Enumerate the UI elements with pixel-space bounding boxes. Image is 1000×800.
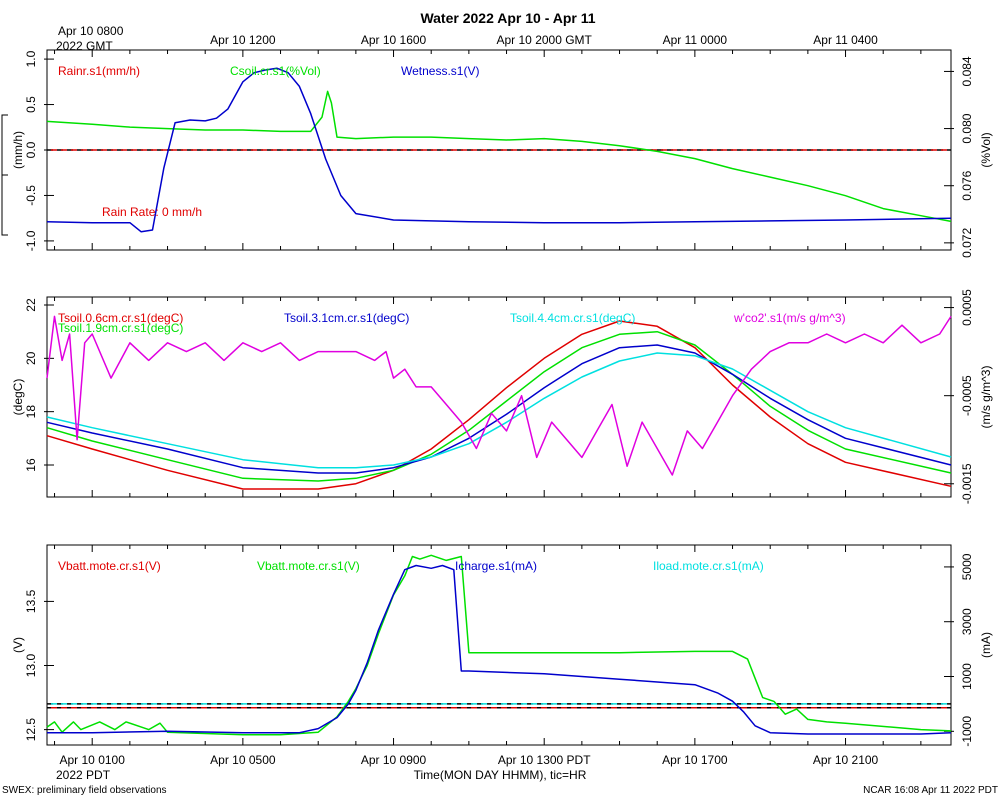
legend-label: Csoil.cr.s1(%Vol) [230,64,321,78]
legend-label: Icharge.s1(mA) [455,559,537,573]
left-y-tick-label: 0.5 [24,96,38,113]
legend-label: Tsoil.3.1cm.cr.s1(degC) [284,311,409,325]
left-y-tick-label: 13.0 [24,654,38,678]
top-axis-first-label-year: 2022 GMT [56,39,113,53]
right-axis-title: (m/s g/m^3) [979,366,993,429]
legend-label: Vbatt.mote.cr.s1(V) [257,559,360,573]
left-y-tick-label: 0.0 [24,141,38,158]
bottom-axis-label: Apr 10 2100 [813,753,879,767]
left-axis-title: (mm/h) [11,131,25,169]
right-y-tick-label: 0.084 [960,56,974,86]
chart-title: Water 2022 Apr 10 - Apr 11 [420,10,595,26]
bottom-axis-label: Apr 10 1300 PDT [498,753,591,767]
vbatt-mote-cr-s1-v-line [46,554,952,736]
tsoil-3-1cm-cr-s1-degc-line [46,344,952,474]
left-y-tick-label: -0.5 [24,185,38,206]
top-axis-label: Apr 10 1200 [210,33,276,47]
bottom-axis-title: Time(MON DAY HHMM), tic=HR [414,768,587,782]
left-y-tick-label: 18 [24,405,38,419]
left-y-tick-label: 20 [24,351,38,365]
left-y-tick-label: 1.0 [24,50,38,67]
bottom-axis-label: Apr 10 0100 [60,753,126,767]
right-y-tick-label: -1000 [960,716,974,747]
footer-right: NCAR 16:08 Apr 11 2022 PDT [863,785,998,796]
tsoil-1-9cm-cr-s1-degc-line [46,330,952,482]
left-y-tick-label: 16 [24,458,38,472]
right-y-tick-label: 5000 [960,553,974,580]
power-panel: 13.5 13.0 12.5 5000 3000 1000 -1000 (V) (mA) Vbat… [11,544,993,747]
top-axis-label: Apr 11 0400 [813,33,878,47]
left-axis-title: (degC) [11,379,25,416]
bottom-axis-year-label: 2022 PDT [56,768,111,782]
left-y-tick-label: 22 [24,298,38,312]
tsoil-4-4cm-cr-s1-degc-line [46,352,952,469]
bottom-axis-label: Apr 10 0900 [361,753,427,767]
right-y-tick-label: -0.0005 [960,375,974,416]
legend-label: Tsoil.0.6cm.cr.s1(degC) [58,311,183,325]
panel-frame [46,296,952,498]
tsoil-0-6cm-cr-s1-degc-line [46,320,952,490]
legend-label: Tsoil.1.9cm.cr.s1(degC) [58,321,183,335]
wetness-s1-v-line [46,67,952,233]
top-time-axis: Apr 10 1200 Apr 10 1600 Apr 10 2000 GMT Apr… [210,33,878,47]
legend-label: w'co2'.s1(m/s g/m^3) [733,311,846,325]
bottom-time-axis: Apr 10 0100 Apr 10 0500 Apr 10 0900 Apr 10 … [60,753,879,767]
right-y-tick-label: -0.0015 [960,463,974,504]
csoil-cr-s1-vol-line [46,90,952,223]
bottom-axis-label: Apr 10 1700 [662,753,728,767]
left-y-tick-label: -1.0 [24,230,38,251]
right-axis-title: (%Vol) [979,132,993,167]
legend-label: Vbatt.mote.cr.s1(V) [58,559,161,573]
right-y-tick-label: 1000 [960,663,974,690]
right-y-tick-label: 0.072 [960,228,974,258]
left-axis-title: (V) [11,637,25,653]
bottom-axis-label: Apr 10 0500 [210,753,276,767]
right-axis-title: (mA) [979,632,993,658]
w-co2-s1-m-s-g-m-3-line [46,315,952,476]
right-y-tick-label: 0.0005 [960,289,974,326]
top-axis-label: Apr 10 1600 [361,33,427,47]
top-axis-label: Apr 11 0000 [663,33,728,47]
icharge-s1-ma-line [47,564,952,735]
right-y-tick-label: 3000 [960,608,974,635]
footer-left: SWEX: preliminary field observations [2,785,167,796]
panel-frame [46,544,952,746]
right-y-tick-label: 0.080 [960,113,974,143]
legend-label: Tsoil.4.4cm.cr.s1(degC) [510,311,635,325]
top-axis-first-label: Apr 10 0800 [58,24,124,38]
rain-rate-annotation: Rain Rate: 0 mm/h [102,205,202,219]
legend-label: Wetness.s1(V) [401,64,479,78]
right-y-tick-label: 0.076 [960,170,974,200]
legend-label: Iload.mote.cr.s1(mA) [653,559,764,573]
top-axis-label: Apr 10 2000 GMT [497,33,593,47]
left-y-tick-label: 12.5 [24,718,38,742]
left-y-tick-label: 13.5 [24,589,38,613]
legend-label: Rainr.s1(mm/h) [58,64,140,78]
water-panel: 1.0 0.5 0.0 -0.5 -1.0 0.084 0.080 0.076 0.072 (mm… [11,49,993,258]
soil-temperature-panel: 22 20 18 16 0.0005 -0.0005 -0.0015 (degC) (m/s g… [11,289,993,504]
